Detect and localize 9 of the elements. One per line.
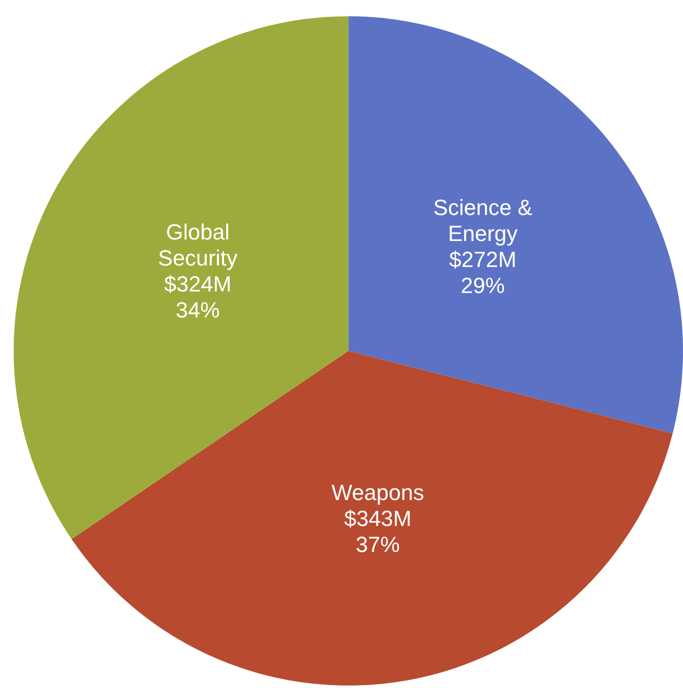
slice-label: Science & Energy (433, 194, 533, 246)
slice-label: Global Security (158, 220, 238, 271)
data-label: $272M (449, 246, 516, 272)
text: 34% (176, 298, 220, 323)
slice-label: Weapons (332, 480, 424, 506)
text: 29% (460, 272, 505, 298)
data-label: $343M (344, 506, 412, 532)
data-label: $324M (164, 272, 232, 297)
text: 37% (356, 532, 400, 558)
